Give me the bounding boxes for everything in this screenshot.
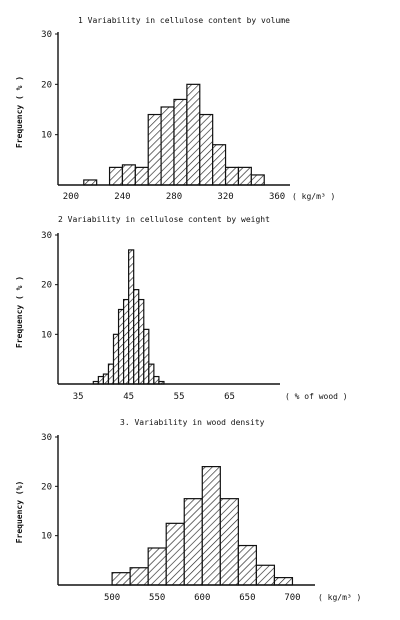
panel-1-bar-4: [121, 164, 136, 186]
panel-3-y-axis-label: Frequency (%): [15, 481, 24, 544]
panel-2-bar-11: [143, 328, 150, 385]
panel-1-x-tick-label-200: 200: [63, 192, 79, 202]
panel-1-x-tick-label-280: 280: [166, 192, 182, 202]
panel-2-bar-4: [107, 363, 115, 385]
panel-2-title: 2 Variability in cellulose content by we…: [58, 215, 270, 224]
panel-1-x-tick-label-360: 360: [269, 192, 285, 202]
panel-1-bar-1: [83, 179, 98, 186]
panel-2-x-tick-label-55: 55: [174, 392, 185, 402]
panel-1-bar-14: [250, 174, 265, 186]
panel-1-x-tick-label-320: 320: [217, 192, 233, 202]
panel-1-bar-13: [237, 166, 252, 186]
panel-1-bar-5: [134, 166, 149, 186]
panel-2-bar-5: [112, 333, 120, 385]
panel-1-bar-10: [199, 113, 214, 186]
panel-1-bar-12: [224, 166, 240, 186]
panel-3-bar-4: [165, 522, 185, 586]
panel-2-bar-3: [102, 373, 110, 385]
panel-1-y-tick-label-20: 20: [41, 80, 52, 90]
panel-1: 1 Variability in cellulose content by vo…: [15, 16, 335, 202]
panel-1-y-tick-label-10: 10: [41, 131, 52, 141]
panel-2-bar-12: [148, 363, 155, 385]
panel-2-x-unit: ( % of wood ): [285, 392, 348, 401]
panel-3-bar-1: [111, 572, 131, 586]
panel-2-bar-9: [133, 289, 140, 385]
panel-2-bar-13: [153, 375, 160, 385]
panel-2-x-tick-label-45: 45: [123, 392, 134, 402]
panel-3-x-unit: ( kg/m³ ): [318, 593, 361, 602]
panel-2-bar-10: [138, 298, 145, 385]
panel-2-x-tick-label-35: 35: [73, 392, 84, 402]
panel-2-bar-6: [117, 308, 125, 385]
panel-3-bar-8: [237, 544, 257, 586]
panel-3-x-tick-label-600: 600: [194, 593, 210, 603]
panel-3-y-tick-label-10: 10: [41, 532, 52, 542]
panel-2-bar-7: [122, 298, 130, 385]
panel-1-bar-8: [173, 98, 188, 186]
panel-2-y-axis-label: Frequency ( % ): [15, 276, 24, 348]
panel-2-bar-2: [97, 375, 105, 385]
panel-3-x-tick-label-500: 500: [104, 593, 120, 603]
panel-2: 2 Variability in cellulose content by we…: [15, 215, 348, 402]
panel-2-y-tick-label-10: 10: [41, 330, 52, 340]
panel-1-bar-6: [147, 113, 162, 186]
panel-3-bar-9: [255, 564, 276, 586]
panel-2-y-tick-label-30: 30: [41, 231, 52, 241]
panel-3-x-tick-label-550: 550: [149, 593, 165, 603]
panel-1-bar-3: [108, 166, 124, 186]
panel-3-bar-7: [219, 498, 239, 586]
panel-3-x-tick-label-700: 700: [284, 593, 300, 603]
panel-3-bar-5: [183, 498, 203, 586]
panel-1-x-unit: ( kg/m³ ): [292, 192, 335, 201]
panel-3-title: 3. Variability in wood density: [120, 418, 265, 427]
panel-1-bar-7: [160, 106, 175, 186]
panel-3-bar-2: [129, 567, 149, 586]
panel-1-y-axis-label: Frequency ( % ): [15, 76, 24, 148]
panel-3-bar-3: [147, 547, 167, 586]
panel-3-bar-10: [273, 576, 294, 586]
panel-3-y-tick-label-20: 20: [41, 482, 52, 492]
panel-3-x-tick-label-650: 650: [239, 593, 255, 603]
panel-1-y-tick-label-30: 30: [41, 30, 52, 40]
panel-1-bar-11: [212, 144, 227, 186]
panel-3-bar-6: [201, 466, 221, 586]
panel-1-bar-9: [186, 83, 201, 186]
panel-3-y-tick-label-30: 30: [41, 433, 52, 443]
panel-2-bar-8: [128, 249, 135, 385]
panel-3: 3. Variability in wood density Frequency…: [15, 418, 361, 603]
panel-1-title: 1 Variability in cellulose content by vo…: [78, 16, 290, 25]
panel-2-x-tick-label-65: 65: [224, 392, 235, 402]
panel-2-y-tick-label-20: 20: [41, 281, 52, 291]
panel-1-x-tick-label-240: 240: [114, 192, 130, 202]
